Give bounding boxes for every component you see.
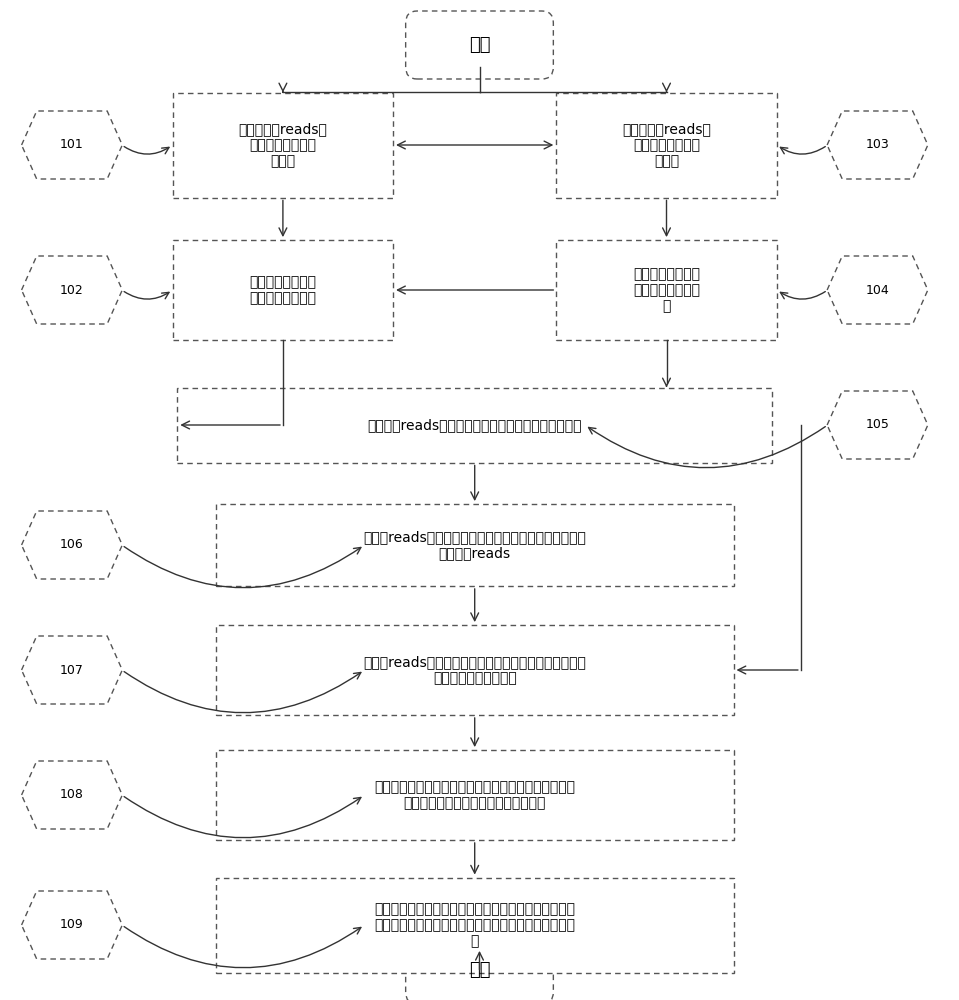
Text: 三代数据自纠错，
获得三代自纠错数
据: 三代数据自纠错， 获得三代自纠错数 据: [633, 267, 700, 313]
Text: 101: 101: [60, 138, 83, 151]
Text: 二代数据纠错，获
得高精准二代数据: 二代数据纠错，获 得高精准二代数据: [249, 275, 316, 305]
Text: 108: 108: [60, 788, 83, 802]
FancyBboxPatch shape: [216, 750, 734, 840]
Polygon shape: [22, 511, 123, 579]
Polygon shape: [827, 256, 928, 324]
Polygon shape: [22, 111, 123, 179]
Text: 109: 109: [60, 918, 83, 932]
FancyBboxPatch shape: [216, 625, 734, 715]
Text: 102: 102: [60, 284, 83, 296]
FancyBboxPatch shape: [173, 240, 393, 340]
Polygon shape: [22, 761, 123, 829]
Polygon shape: [22, 891, 123, 959]
Text: 将三代reads中单碱基深度低于阈值的区域进行屏蔽，获
得三代自纠错屏蔽数据: 将三代reads中单碱基深度低于阈值的区域进行屏蔽，获 得三代自纠错屏蔽数据: [363, 655, 586, 685]
FancyBboxPatch shape: [216, 878, 734, 972]
Text: 结束: 结束: [469, 961, 490, 979]
FancyBboxPatch shape: [556, 93, 777, 198]
Text: 初级三代二次纠错数据补洞序列与原位置屏蔽区域序列
进行比对、还原、替换处理，得到终极三代二次纠错数
据: 初级三代二次纠错数据补洞序列与原位置屏蔽区域序列 进行比对、还原、替换处理，得到…: [374, 902, 575, 948]
Text: 基于二代数据补洞算法，将含洞的三代自纠错补洞数据
进行补洞，得到初级三代二次纠错数据: 基于二代数据补洞算法，将含洞的三代自纠错补洞数据 进行补洞，得到初级三代二次纠错…: [374, 780, 575, 810]
Text: 原始二代短reads过
滤，获得高质量二
代数据: 原始二代短reads过 滤，获得高质量二 代数据: [239, 122, 327, 168]
FancyBboxPatch shape: [406, 11, 553, 79]
FancyBboxPatch shape: [556, 240, 777, 340]
Text: 开始: 开始: [469, 36, 490, 54]
Polygon shape: [827, 391, 928, 459]
Text: 107: 107: [60, 664, 83, 676]
Polygon shape: [22, 256, 123, 324]
FancyBboxPatch shape: [406, 936, 553, 1000]
Text: 106: 106: [60, 538, 83, 552]
Text: 104: 104: [866, 284, 889, 296]
FancyBboxPatch shape: [173, 93, 393, 198]
Text: 103: 103: [866, 138, 889, 151]
Text: 105: 105: [866, 418, 889, 432]
Polygon shape: [22, 636, 123, 704]
Text: 将二代短reads比对到三代数据上，并统计单碱基深度: 将二代短reads比对到三代数据上，并统计单碱基深度: [367, 418, 582, 432]
FancyBboxPatch shape: [216, 504, 734, 586]
Text: 将三代reads中两端未覆盖区域进行切除并抛弃覆盖度低
于阈值的reads: 将三代reads中两端未覆盖区域进行切除并抛弃覆盖度低 于阈值的reads: [363, 530, 586, 560]
FancyBboxPatch shape: [177, 388, 772, 462]
Text: 原始三代长reads过
滤，获得高质量三
代数据: 原始三代长reads过 滤，获得高质量三 代数据: [622, 122, 711, 168]
Polygon shape: [827, 111, 928, 179]
